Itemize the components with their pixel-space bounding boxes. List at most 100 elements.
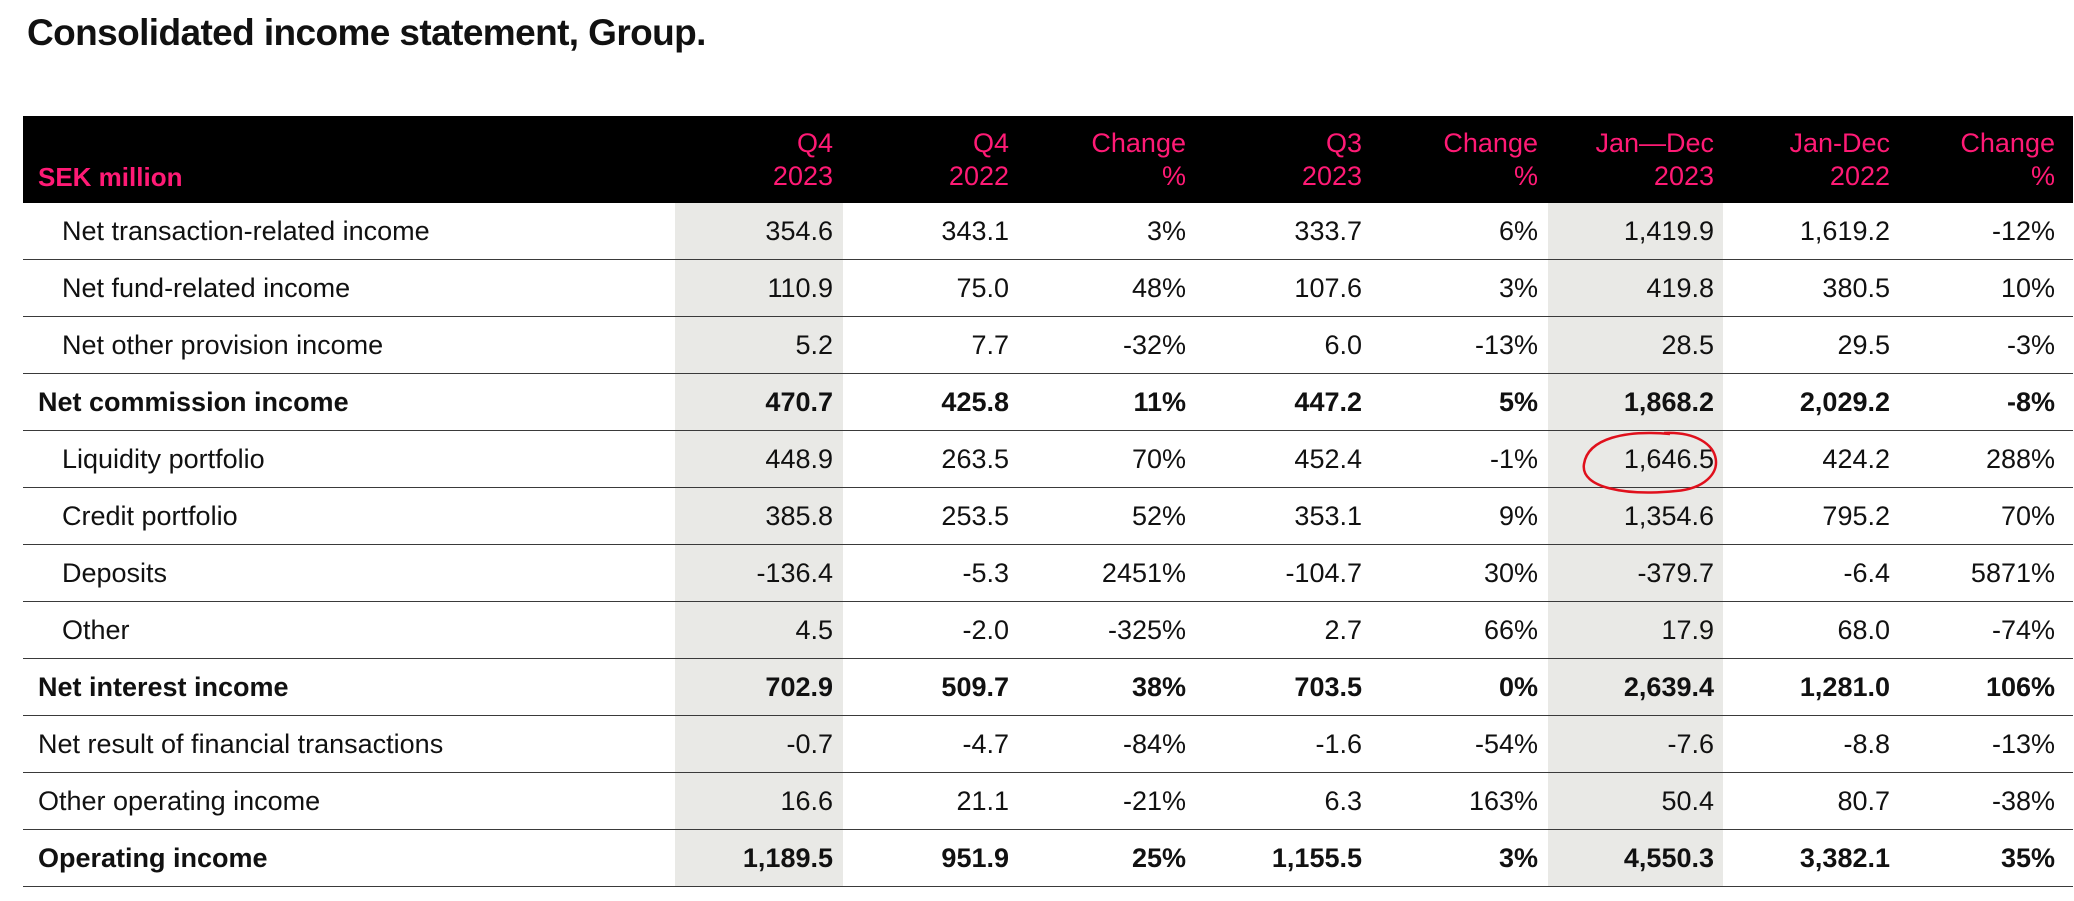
row-value: 333.7 [1294,216,1362,246]
row-value: -13% [1474,330,1538,360]
row-value: 5.2 [795,330,833,360]
row-value: -4.7 [962,729,1009,759]
table-row: Net fund-related income 110.9 75.0 48% 107.6… [23,260,2073,317]
table-row: Liquidity portfolio 448.9 263.5 70% 452.4 -1%… [23,431,2073,488]
row-value: 2451% [1101,558,1186,588]
row-value: 3% [1498,843,1538,873]
row-value: 107.6 [1294,273,1362,303]
row-value: 11% [1133,387,1186,417]
header-col-line2: 2023 [1653,161,1714,191]
row-value: 2,639.4 [1623,672,1714,702]
row-value: 1,155.5 [1271,843,1362,873]
row-value: -21% [1122,786,1186,816]
table-row: Other operating income 16.6 21.1 -21% 6.3 163… [23,773,2073,830]
row-value: 4.5 [795,615,833,645]
row-value: 425.8 [941,387,1009,417]
row-value: 447.2 [1294,387,1362,417]
row-value: -8% [2006,387,2055,417]
row-label: Net fund-related income [62,273,351,303]
table-row: Credit portfolio 385.8 253.5 52% 353.1 9% 1,35… [23,488,2073,545]
row-value: 80.7 [1837,786,1890,816]
row-value: 110.9 [767,273,833,303]
header-col-1: Q4 2022 [859,127,1009,193]
table-body: Net transaction-related income 354.6 343.1… [23,203,2073,887]
row-value: 1,646.5 [1623,444,1714,474]
row-value: -1.6 [1315,729,1362,759]
page-title: Consolidated income statement, Group. [27,12,706,53]
column-shade [1548,203,1723,887]
header-col-line2: 2023 [1301,161,1362,191]
header-col-3: Q3 2023 [1212,127,1362,193]
row-label: Net other provision income [62,330,384,360]
row-value: -12% [1991,216,2055,246]
row-value: 419.8 [1646,273,1714,303]
header-col-line2: % [1161,161,1186,191]
row-value: 70% [1131,444,1186,474]
header-col-line1: Q3 [1325,128,1362,158]
row-value: 795.2 [1822,501,1890,531]
row-value: 1,189.5 [742,843,833,873]
row-value: 75.0 [956,273,1009,303]
row-value: -38% [1991,786,2055,816]
row-value: 68.0 [1837,615,1890,645]
row-value: 50.4 [1661,786,1714,816]
header-col-line1: Jan—Dec [1595,128,1714,158]
row-value: 163% [1468,786,1538,816]
row-value: 52% [1131,501,1186,531]
header-col-line1: Change [1443,128,1538,158]
row-label: Deposits [62,558,168,588]
table-header: SEK million Q4 2023 Q4 2022 Change% Q3 2023 Cha… [23,116,2073,203]
row-value: 29.5 [1837,330,1890,360]
header-col-line2: % [1513,161,1538,191]
row-value: 353.1 [1294,501,1362,531]
row-value: 1,419.9 [1623,216,1714,246]
row-value: 66% [1483,615,1538,645]
row-value: 1,281.0 [1799,672,1890,702]
header-col-line2: 2023 [772,161,833,191]
income-statement-table: SEK million Q4 2023 Q4 2022 Change% Q3 2023 Cha… [23,116,2073,887]
row-value: 10% [2000,273,2055,303]
row-value: 3% [1146,216,1186,246]
row-value: 106% [1985,672,2055,702]
header-col-7: Change% [1905,127,2055,193]
row-value: -74% [1991,615,2055,645]
row-value: 1,354.6 [1623,501,1714,531]
header-col-0: Q4 2023 [683,127,833,193]
row-label: Net result of financial transactions [38,729,444,759]
table-row: Deposits -136.4 -5.3 2451% -104.7 30% -379.7 -6… [23,545,2073,602]
row-value: -6.4 [1843,558,1890,588]
row-value: 951.9 [941,843,1009,873]
header-col-2: Change% [1036,127,1186,193]
header-col-line1: Jan-Dec [1789,128,1890,158]
row-value: 3,382.1 [1799,843,1890,873]
row-value: 28.5 [1661,330,1714,360]
row-value: 253.5 [941,501,1009,531]
row-value: 5871% [1970,558,2055,588]
header-col-6: Jan-Dec 2022 [1740,127,1890,193]
row-value: 380.5 [1822,273,1890,303]
row-label: Net commission income [38,387,349,417]
header-col-line1: Q4 [796,128,833,158]
row-value: 6.3 [1324,786,1362,816]
row-value: 702.9 [765,672,833,702]
row-label: Liquidity portfolio [62,444,265,474]
row-value: -2.0 [962,615,1009,645]
row-value: -13% [1991,729,2055,759]
row-value: 343.1 [941,216,1009,246]
row-value: 263.5 [941,444,1009,474]
row-label: Net interest income [38,672,289,702]
row-value: 470.7 [765,387,833,417]
row-value: -379.7 [1637,558,1714,588]
row-value: 385.8 [765,501,833,531]
row-value: 38% [1131,672,1186,702]
row-value: 6% [1498,216,1538,246]
row-value: -325% [1107,615,1186,645]
header-col-line1: Change [1960,128,2055,158]
row-value: 17.9 [1661,615,1714,645]
row-value: 2.7 [1324,615,1362,645]
table-row: Other 4.5 -2.0 -325% 2.7 66% 17.9 68.0 -74% [23,602,2073,659]
row-value: 288% [1985,444,2055,474]
row-value: 4,550.3 [1623,843,1714,873]
row-value: 3% [1498,273,1538,303]
row-value: -5.3 [962,558,1009,588]
